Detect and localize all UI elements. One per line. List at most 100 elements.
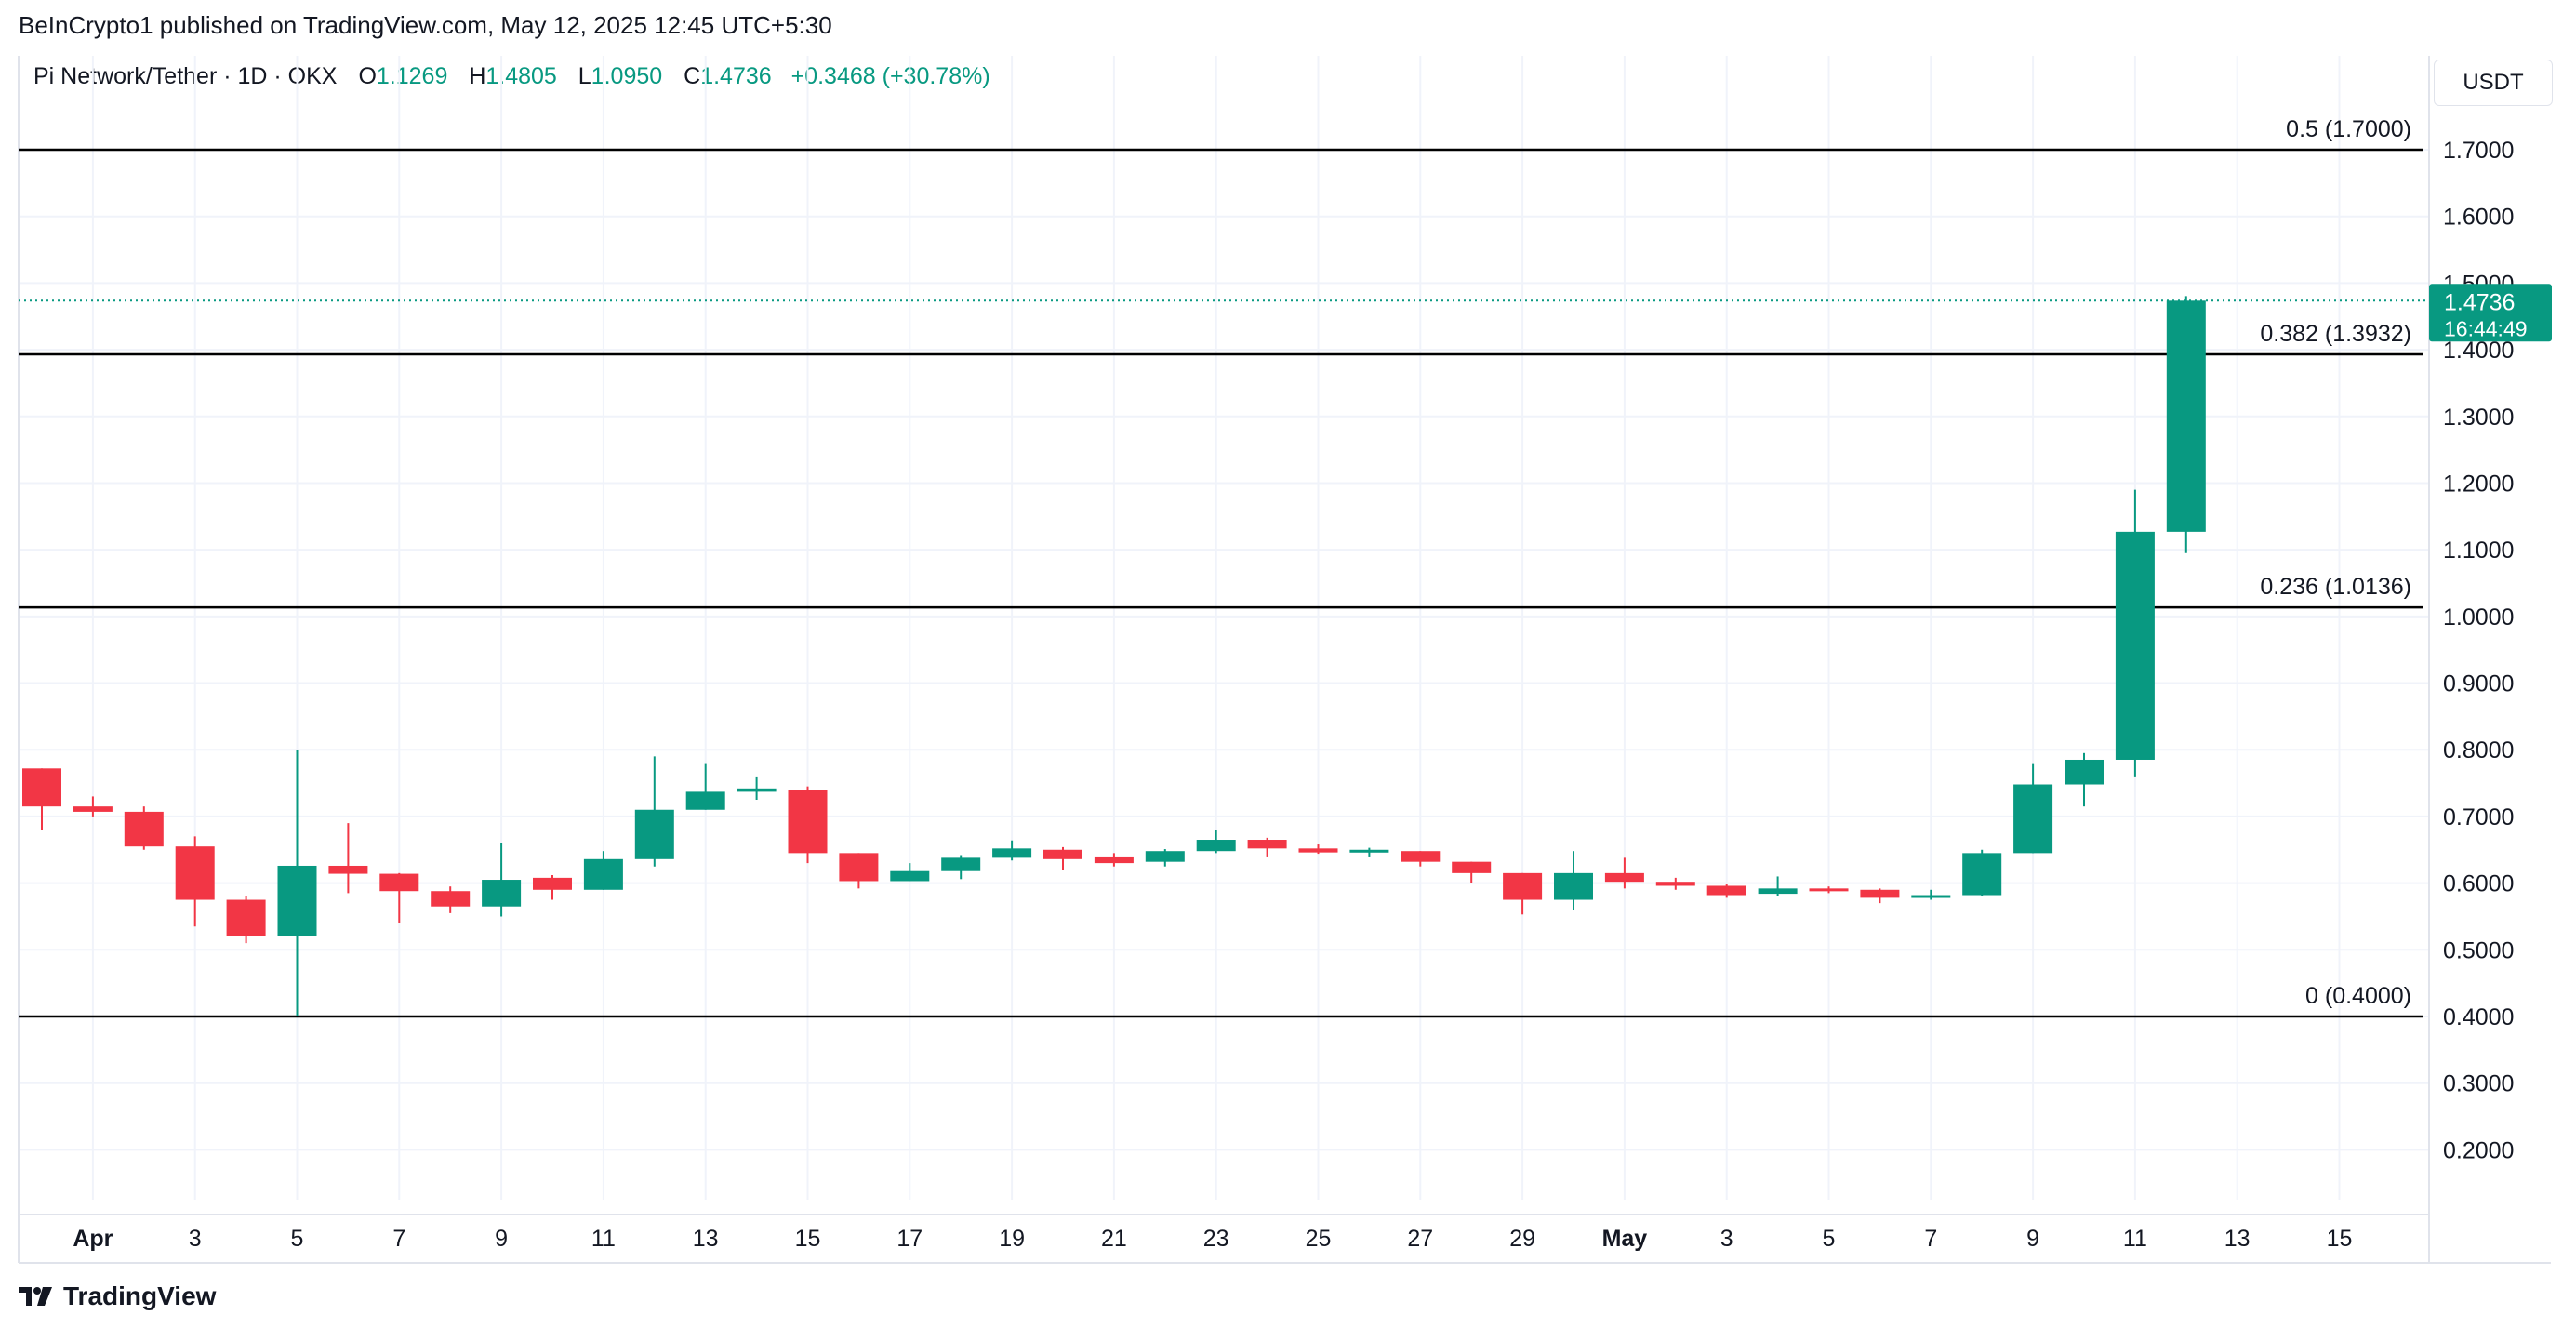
publisher-line: BeInCrypto1 published on TradingView.com…: [19, 11, 832, 39]
fib-level-label: 0 (0.4000): [2305, 983, 2411, 1009]
x-tick-label: 3: [1720, 1226, 1733, 1252]
y-tick-label: 1.7000: [2443, 138, 2514, 164]
candle-body: [73, 806, 113, 812]
x-tick-label: 19: [999, 1226, 1025, 1252]
candle-body: [1706, 885, 1746, 896]
x-tick-label: 27: [1407, 1226, 1433, 1252]
x-tick-label: 11: [591, 1226, 616, 1252]
x-tick-label: 7: [392, 1226, 405, 1252]
ohlc-legend: Pi Network/Tether · 1D · OKX O1.1269 H1.…: [33, 63, 990, 90]
x-tick-label: 7: [1924, 1226, 1937, 1252]
candle-body: [124, 811, 164, 847]
x-tick-label: May: [1602, 1226, 1648, 1252]
candle-countdown: 16:44:49: [2444, 316, 2528, 340]
open-label: O: [358, 63, 377, 89]
y-tick-label: 0.5000: [2443, 937, 2514, 963]
y-tick-label: 1.4000: [2443, 338, 2514, 364]
close-value: 1.4736: [700, 63, 772, 89]
x-tick-label: 15: [795, 1226, 821, 1252]
candle-body: [1043, 849, 1082, 859]
tradingview-footer[interactable]: TradingView: [19, 1282, 216, 1311]
candle-body: [941, 857, 981, 871]
x-tick-label: 13: [2224, 1226, 2251, 1252]
y-tick-label: 1.0000: [2443, 604, 2514, 631]
candle-body: [1860, 889, 1900, 898]
currency-button[interactable]: USDT: [2434, 60, 2553, 106]
x-tick-label: 5: [291, 1226, 304, 1252]
x-tick-label: 5: [1823, 1226, 1836, 1252]
y-tick-label: 0.3000: [2443, 1071, 2514, 1097]
candle-body: [737, 788, 777, 792]
candle-body: [1655, 882, 1695, 886]
y-tick-label: 1.6000: [2443, 205, 2514, 231]
candle-body: [431, 891, 471, 907]
last-price-badge: [2429, 284, 2552, 342]
candle-body: [1554, 872, 1593, 900]
change-value: +0.3468 (+30.78%): [790, 63, 990, 89]
y-tick-label: 0.4000: [2443, 1004, 2514, 1030]
candle-body: [482, 880, 522, 907]
x-tick-label: 25: [1306, 1226, 1332, 1252]
y-tick-label: 0.2000: [2443, 1137, 2514, 1163]
y-tick-label: 0.7000: [2443, 804, 2514, 830]
candle-body: [2065, 759, 2104, 785]
candle-body: [533, 877, 572, 890]
x-tick-label: 9: [2026, 1226, 2039, 1252]
tradingview-logo-icon: [19, 1287, 52, 1306]
candle-body: [1401, 851, 1441, 862]
candle-body: [1094, 856, 1134, 864]
x-tick-label: 21: [1101, 1226, 1127, 1252]
y-tick-label: 0.8000: [2443, 737, 2514, 764]
x-tick-label: 11: [2123, 1226, 2147, 1252]
close-label: C: [684, 63, 701, 89]
x-tick-label: 17: [896, 1226, 923, 1252]
y-tick-label: 1.3000: [2443, 405, 2514, 431]
x-tick-label: Apr: [73, 1226, 113, 1252]
fib-level-label: 0.236 (1.0136): [2260, 574, 2411, 600]
candle-body: [1911, 895, 1951, 898]
candle-body: [328, 865, 368, 874]
candle-body: [2166, 300, 2206, 532]
high-label: H: [469, 63, 486, 89]
y-tick-label: 1.1000: [2443, 538, 2514, 564]
low-label: L: [578, 63, 591, 89]
x-tick-label: 13: [693, 1226, 719, 1252]
candle-body: [1196, 840, 1236, 852]
candle-body: [788, 790, 828, 854]
candle-body: [1452, 861, 1492, 873]
symbol-title[interactable]: Pi Network/Tether · 1D · OKX: [33, 63, 338, 89]
high-value: 1.4805: [485, 63, 557, 89]
candle-body: [1349, 849, 1389, 853]
candle-body: [1503, 872, 1543, 900]
candle-body: [2013, 784, 2053, 854]
tradingview-brand: TradingView: [63, 1282, 217, 1310]
x-tick-label: 9: [495, 1226, 508, 1252]
x-tick-label: 23: [1203, 1226, 1229, 1252]
candle-body: [1604, 872, 1644, 883]
candle-body: [22, 768, 61, 807]
x-tick-label: 15: [2327, 1226, 2353, 1252]
y-tick-label: 1.2000: [2443, 471, 2514, 497]
candle-body: [1809, 888, 1849, 892]
candle-body: [634, 809, 674, 859]
candle-body: [1247, 840, 1287, 849]
fib-level-label: 0.382 (1.3932): [2260, 321, 2411, 347]
candle-body: [1145, 851, 1185, 862]
candle-body: [226, 899, 266, 936]
candle-body: [890, 870, 930, 882]
open-value: 1.1269: [376, 63, 448, 89]
x-tick-label: 3: [189, 1226, 202, 1252]
candle-body: [839, 853, 879, 882]
candle-body: [277, 865, 317, 936]
last-price-value: 1.4736: [2444, 289, 2515, 315]
candle-body: [1962, 853, 2002, 896]
candle-body: [2115, 531, 2155, 760]
y-tick-label: 0.9000: [2443, 671, 2514, 697]
candle-body: [685, 791, 725, 810]
candle-body: [1758, 888, 1798, 895]
x-tick-label: 29: [1509, 1226, 1535, 1252]
fib-level-label: 0.5 (1.7000): [2286, 116, 2411, 142]
candle-body: [175, 846, 215, 900]
candle-body: [1298, 848, 1338, 853]
price-chart[interactable]: 0.2000 0.3000 0.4000 0.5000 0.6000 0.7000 0.80…: [0, 0, 2576, 1274]
